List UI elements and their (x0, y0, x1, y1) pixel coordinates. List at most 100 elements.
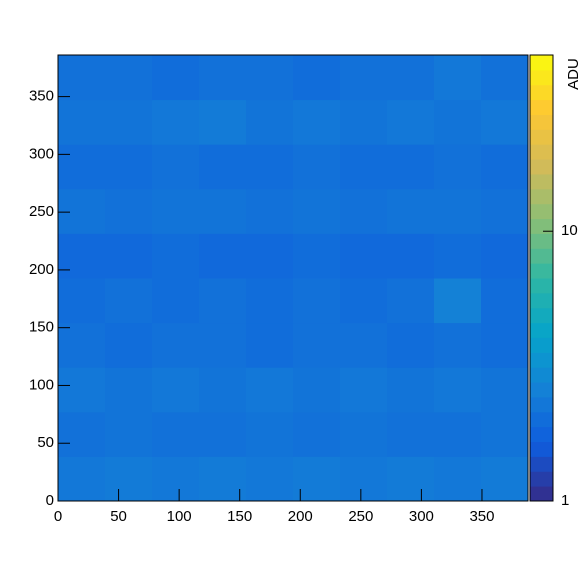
colorbar-band (530, 396, 553, 413)
heatmap-cell (105, 411, 153, 457)
heatmap-cell (434, 99, 482, 145)
colorbar-band (530, 471, 553, 487)
heatmap-cell (481, 144, 529, 190)
x-tick-label: 350 (469, 508, 494, 525)
heatmap-cell (152, 233, 200, 279)
colorbar-band (530, 129, 553, 145)
heatmap-cell (387, 411, 435, 457)
heatmap-cell (105, 99, 153, 145)
heatmap-cell (246, 411, 294, 457)
colorbar-band (530, 159, 553, 175)
heatmap-cell (481, 99, 529, 145)
heatmap-cell (340, 99, 388, 145)
heatmap-cell (293, 99, 341, 145)
heatmap-cell (199, 367, 247, 413)
heatmap-cell (434, 456, 482, 502)
heatmap-cell (152, 322, 200, 368)
heatmap-cell (434, 411, 482, 457)
heatmap-cell (246, 99, 294, 145)
x-tick-label: 50 (110, 508, 127, 525)
heatmap-cell (293, 144, 341, 190)
colorbar-band (530, 69, 553, 86)
heatmap-cell (246, 456, 294, 502)
colorbar-band (530, 99, 553, 115)
heatmap-cell (293, 233, 341, 279)
heatmap-cell (246, 144, 294, 190)
colorbar-band (530, 486, 553, 502)
heatmap-cell (434, 55, 482, 101)
colorbar-band (530, 367, 553, 383)
heatmap-cell (340, 55, 388, 101)
heatmap-cell (199, 322, 247, 368)
y-tick-label: 300 (29, 145, 54, 162)
colorbar-band (530, 84, 553, 101)
heatmap-cell (199, 456, 247, 502)
heatmap-cell (293, 278, 341, 324)
heatmap-cell (387, 55, 435, 101)
heatmap-cell (387, 188, 435, 234)
heatmap-cell (105, 278, 153, 324)
heatmap-cell (105, 55, 153, 101)
colorbar-band (530, 233, 553, 249)
colorbar-band (530, 337, 553, 353)
heatmap-cell (481, 188, 529, 234)
heatmap-cell (105, 144, 153, 190)
heatmap-cell (293, 411, 341, 457)
heatmap-cell (246, 367, 294, 413)
heatmap-cell (387, 144, 435, 190)
heatmap-cell (434, 188, 482, 234)
colorbar-band (530, 248, 553, 264)
heatmap-cell (481, 278, 529, 324)
heatmap-cell (105, 367, 153, 413)
heatmap-cell (246, 278, 294, 324)
heatmap-cell (293, 55, 341, 101)
heatmap-cell (58, 99, 106, 145)
x-tick-label: 250 (348, 508, 373, 525)
colorbar-label: ADU (565, 58, 582, 90)
heatmap-cell (58, 144, 106, 190)
heatmap-cell (293, 188, 341, 234)
heatmap-cell (481, 322, 529, 368)
colorbar-band (530, 382, 553, 398)
heatmap-cell (199, 411, 247, 457)
heatmap-cell (152, 99, 200, 145)
colorbar-band (530, 144, 553, 160)
heatmap-cell (58, 55, 106, 101)
colorbar-band (530, 114, 553, 130)
heatmap-cell (58, 367, 106, 413)
heatmap-cell (387, 99, 435, 145)
colorbar-band (530, 426, 553, 443)
heatmap-cell (199, 278, 247, 324)
heatmap-cell (199, 188, 247, 234)
y-tick-label: 150 (29, 319, 54, 336)
heatmap-cell (434, 322, 482, 368)
heatmap-cell (152, 188, 200, 234)
heatmap-cell (340, 278, 388, 324)
heatmap-cell (434, 367, 482, 413)
colorbar-tick-label: 10 (561, 222, 578, 239)
y-tick-label: 350 (29, 88, 54, 105)
heatmap-cell (199, 144, 247, 190)
heatmap-cell (293, 367, 341, 413)
heatmap-cell (387, 456, 435, 502)
heatmap-cell (58, 188, 106, 234)
heatmap-cell (340, 144, 388, 190)
heatmap-cell (152, 456, 200, 502)
colorbar-band (530, 307, 553, 324)
heatmap-cell (340, 322, 388, 368)
heatmap-cell (199, 55, 247, 101)
heatmap-cell (340, 367, 388, 413)
colorbar-band (530, 278, 553, 294)
x-tick-label: 150 (227, 508, 252, 525)
heatmap-cell (105, 233, 153, 279)
colorbar-band (530, 411, 553, 428)
colorbar-band (530, 322, 553, 338)
heatmap-cell (387, 367, 435, 413)
heatmap-cell (105, 188, 153, 234)
y-tick-label: 50 (37, 434, 54, 451)
heatmap-cell (481, 411, 529, 457)
heatmap-cell (387, 322, 435, 368)
heatmap-cell (293, 456, 341, 502)
heatmap-cell (434, 278, 482, 324)
